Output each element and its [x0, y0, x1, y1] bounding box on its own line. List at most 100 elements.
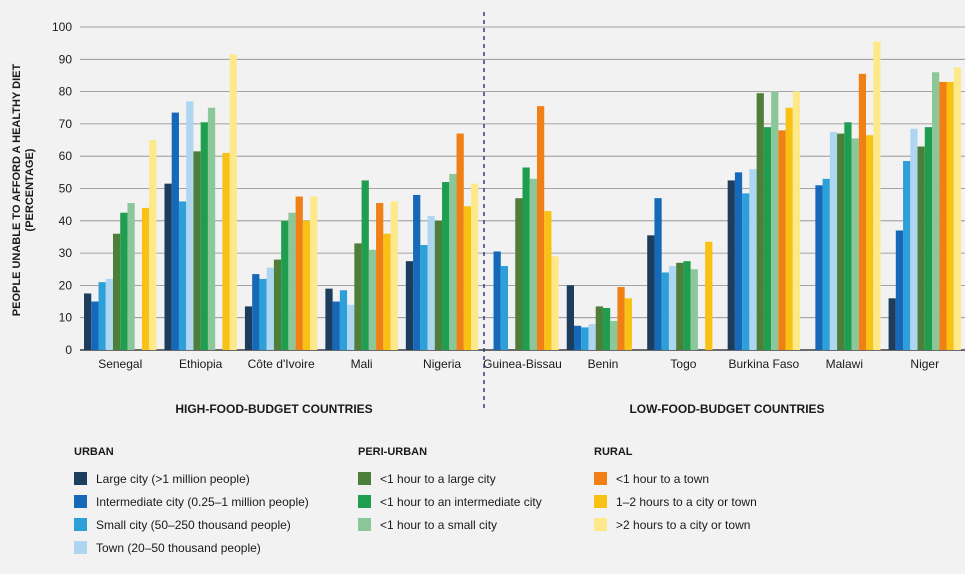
- x-tick-label: Togo: [670, 357, 696, 371]
- bar: [727, 180, 735, 350]
- legend-item: Large city (>1 million people): [74, 467, 309, 490]
- legend-item: Town (20–50 thousand people): [74, 536, 309, 559]
- bar: [661, 272, 669, 350]
- bar: [647, 235, 655, 350]
- bar: [771, 91, 779, 350]
- bar: [449, 173, 457, 350]
- bar: [339, 290, 348, 350]
- legend-label: Small city (50–250 thousand people): [96, 517, 291, 532]
- legend-swatch: [594, 495, 607, 508]
- bar: [763, 127, 772, 350]
- legend-label: <1 hour to a small city: [380, 517, 498, 532]
- bar: [822, 178, 830, 350]
- bar: [778, 130, 786, 350]
- y-tick-label: 50: [59, 182, 73, 196]
- bar: [792, 91, 801, 350]
- bar: [383, 233, 391, 350]
- legend-item: <1 hour to a large city: [358, 467, 542, 490]
- legend-urban: URBAN Large city (>1 million people) Inte…: [74, 446, 309, 559]
- bar: [252, 274, 260, 350]
- y-tick-label: 80: [59, 85, 73, 99]
- bar: [588, 324, 596, 350]
- bar: [573, 325, 582, 350]
- y-axis-label: PEOPLE UNABLE TO AFFORD A HEALTHY DIET: [11, 64, 23, 317]
- legend-swatch: [74, 541, 87, 554]
- y-axis-label-unit: (PERCENTAGE): [24, 148, 36, 231]
- bar: [903, 161, 911, 350]
- bar: [463, 206, 472, 350]
- bar: [266, 267, 274, 350]
- bar: [917, 146, 925, 350]
- bar: [493, 251, 501, 350]
- legend-item: <1 hour to a town: [594, 467, 757, 490]
- bar: [120, 212, 128, 350]
- legend-swatch: [358, 495, 371, 508]
- legend-label: >2 hours to a city or town: [616, 517, 751, 532]
- y-axis-ticks: 0 10 20 30 40 50 60 70 80 90 100: [52, 20, 72, 357]
- bar: [354, 243, 362, 350]
- bar: [734, 172, 743, 350]
- x-tick-label: Senegal: [98, 357, 142, 371]
- bar: [200, 122, 208, 350]
- bar: [595, 306, 603, 350]
- bar: [84, 293, 92, 350]
- y-tick-label: 70: [59, 117, 73, 131]
- bar: [815, 185, 823, 350]
- bar: [361, 180, 369, 350]
- bar: [544, 211, 552, 350]
- legend-item: <1 hour to a small city: [358, 513, 542, 536]
- bar: [683, 261, 691, 350]
- legend-swatch: [594, 518, 607, 531]
- bar: [244, 306, 253, 350]
- bar: [536, 106, 545, 350]
- bar: [347, 304, 355, 350]
- bar: [522, 167, 530, 350]
- bar: [332, 301, 340, 350]
- legend-swatch: [74, 495, 87, 508]
- bar: [273, 259, 282, 350]
- legend-label: <1 hour to a town: [616, 471, 710, 486]
- bar: [178, 201, 187, 350]
- legend-swatch: [358, 518, 371, 531]
- x-tick-label: Benin: [588, 357, 619, 371]
- bar: [434, 220, 443, 350]
- bar: [141, 207, 150, 350]
- bar: [456, 133, 464, 350]
- bar: [602, 308, 611, 350]
- bar: [676, 262, 684, 350]
- bar: [910, 128, 918, 350]
- x-tick-label: Côte d'Ivoire: [248, 357, 315, 371]
- bar: [529, 178, 537, 350]
- legend-swatch: [74, 518, 87, 531]
- bar: [749, 169, 757, 350]
- bar: [413, 194, 421, 350]
- legend-item: 1–2 hours to a city or town: [594, 490, 757, 513]
- legend-periurban: PERI-URBAN <1 hour to a large city <1 hou…: [358, 446, 542, 536]
- bar: [207, 107, 216, 350]
- bar: [873, 41, 881, 350]
- legend-swatch: [358, 472, 371, 485]
- bar: [98, 282, 106, 350]
- bar: [939, 81, 947, 350]
- bar: [171, 112, 179, 350]
- bar: [164, 183, 172, 350]
- bar: [895, 230, 904, 350]
- legend-item: Small city (50–250 thousand people): [74, 513, 309, 536]
- bar: [610, 320, 618, 350]
- legend-label: Town (20–50 thousand people): [96, 540, 261, 555]
- bar: [690, 269, 698, 350]
- y-tick-label: 90: [59, 52, 73, 66]
- y-tick-label: 100: [52, 20, 72, 34]
- bar: [785, 107, 793, 350]
- bar: [617, 287, 625, 350]
- bar: [112, 233, 121, 350]
- legend-label: 1–2 hours to a city or town: [616, 494, 757, 509]
- legend-item: Intermediate city (0.25–1 million people…: [74, 490, 309, 513]
- bar: [281, 220, 289, 350]
- x-tick-label: Niger: [910, 357, 939, 371]
- bar: [888, 298, 896, 350]
- legend-item: <1 hour to an intermediate city: [358, 490, 542, 513]
- y-tick-label: 60: [59, 149, 73, 163]
- bar: [376, 203, 384, 350]
- bar: [581, 327, 589, 350]
